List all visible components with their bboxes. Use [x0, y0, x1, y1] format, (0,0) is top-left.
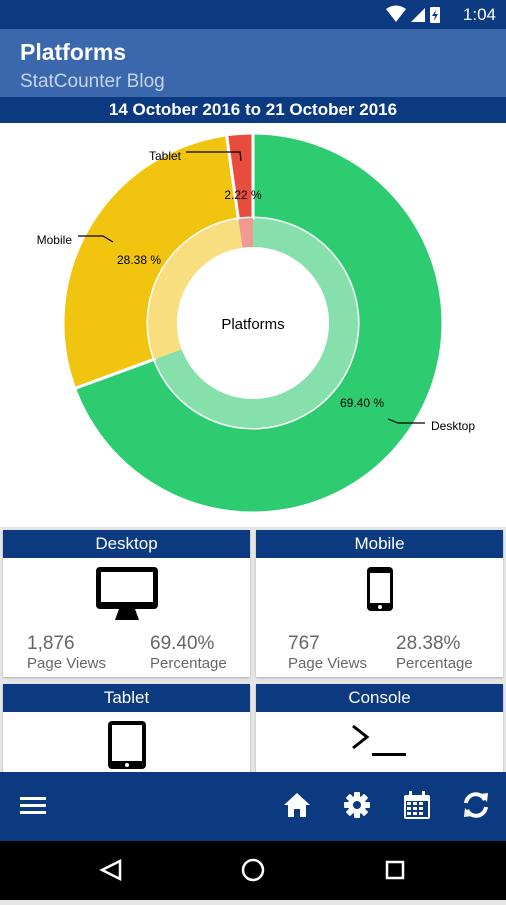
- desktop-page-views-label: Page Views: [27, 655, 106, 672]
- leader-line-desktop: [387, 418, 425, 424]
- app-bar: Platforms StatCounter Blog: [0, 29, 506, 97]
- slice-value-desktop: 69.40 %: [340, 396, 384, 410]
- phone-icon: [256, 566, 503, 617]
- chart-center-label: Platforms: [221, 316, 284, 333]
- mobile-percentage: 28.38%: [396, 633, 461, 654]
- desktop-card-title: Desktop: [3, 530, 250, 558]
- status-bar: 1:04: [0, 0, 506, 29]
- slice-label-mobile: Mobile: [37, 233, 73, 247]
- monitor-icon: [3, 566, 250, 627]
- mobile-card-title: Mobile: [256, 530, 503, 558]
- console-icon: [256, 720, 503, 765]
- desktop-card[interactable]: Desktop 1,876 Page Views 69.40% Percenta…: [3, 530, 250, 677]
- console-card[interactable]: Console: [256, 684, 503, 779]
- mobile-percentage-label: Percentage: [396, 655, 473, 672]
- platforms-donut-chart: Platforms Desktop 69.40 % Mobile 28.38 % Tabl…: [37, 131, 475, 515]
- mobile-card[interactable]: Mobile 767 Page Views 28.38% Percentage: [256, 530, 503, 677]
- page-title: Platforms: [20, 39, 127, 65]
- system-navigation-bar: [0, 841, 506, 900]
- chart-area: Platforms Desktop 69.40 % Mobile 28.38 % Tabl…: [0, 123, 506, 527]
- desktop-page-views: 1,876: [27, 633, 75, 654]
- menu-icon[interactable]: [20, 795, 46, 820]
- tablet-card-title: Tablet: [3, 684, 250, 712]
- slice-label-tablet: Tablet: [149, 149, 182, 163]
- inner-slice-mobile: [148, 219, 243, 360]
- slice-value-tablet: 2.22 %: [224, 188, 262, 202]
- slice-value-mobile: 28.38 %: [117, 253, 161, 267]
- inner-slice-tablet: [238, 218, 253, 248]
- clock: 1:04: [462, 5, 496, 24]
- recents-icon: [385, 860, 405, 880]
- page-subtitle: StatCounter Blog: [20, 71, 165, 92]
- refresh-icon[interactable]: [462, 791, 490, 824]
- leader-line-mobile: [78, 235, 114, 243]
- leader-line-tablet: [186, 151, 242, 162]
- tablet-card[interactable]: Tablet: [3, 684, 250, 779]
- calendar-icon[interactable]: [402, 791, 432, 826]
- settings-icon[interactable]: [343, 791, 371, 824]
- desktop-percentage-label: Percentage: [150, 655, 227, 672]
- date-range: 14 October 2016 to 21 October 2016: [0, 97, 506, 123]
- bottom-navigation: [0, 772, 506, 841]
- home-icon[interactable]: [282, 791, 312, 824]
- back-icon: [99, 858, 122, 882]
- console-card-title: Console: [256, 684, 503, 712]
- desktop-percentage: 69.40%: [150, 633, 215, 654]
- slice-label-desktop: Desktop: [431, 419, 475, 433]
- tablet-icon: [3, 720, 250, 775]
- home-circle-icon: [241, 858, 265, 882]
- status-icons: [384, 5, 444, 30]
- wifi-signal-battery-icon: [386, 5, 440, 23]
- mobile-page-views: 767: [288, 633, 320, 654]
- mobile-page-views-label: Page Views: [288, 655, 367, 672]
